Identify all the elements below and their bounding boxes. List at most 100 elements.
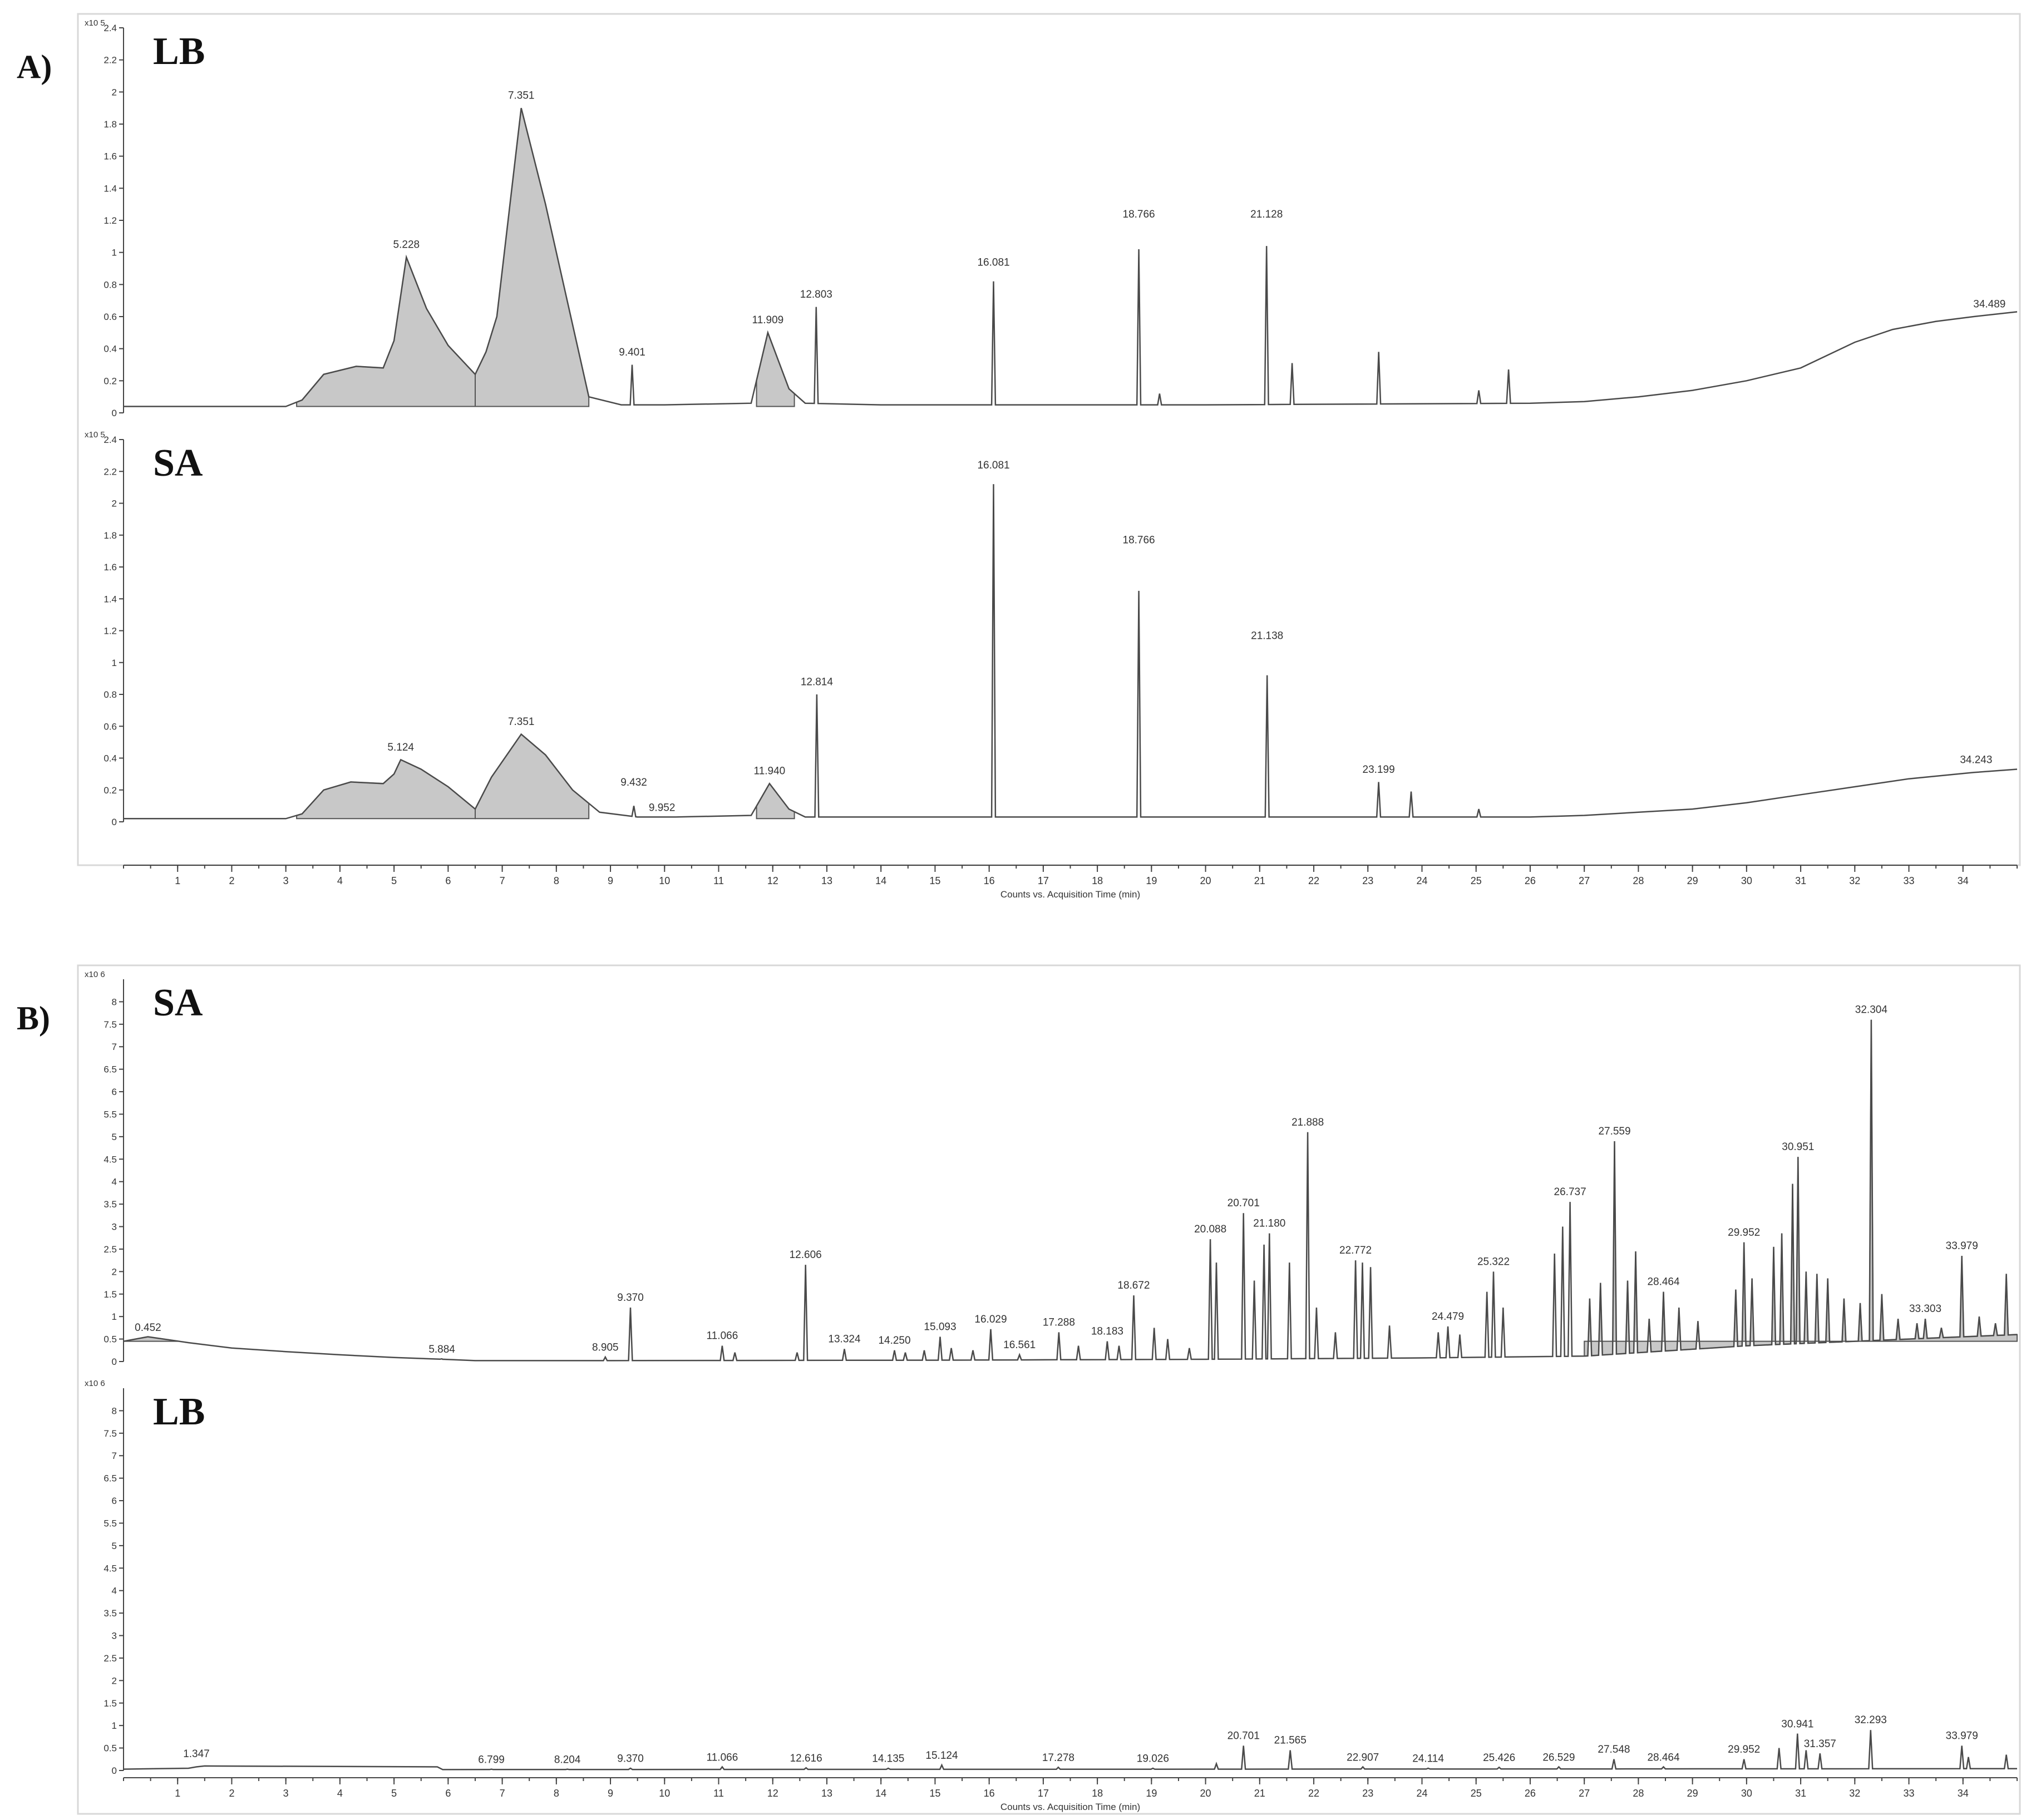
x-tick-label: 2 [229, 875, 234, 886]
x-tick-label: 1 [175, 875, 180, 886]
y-tick-label: 5.5 [103, 1518, 117, 1528]
peak-label: 7.351 [508, 716, 535, 728]
sample-label: SA [153, 442, 203, 485]
peak-label: 9.401 [619, 347, 645, 358]
x-tick-label: 22 [1308, 1788, 1319, 1799]
y-tick-label: 7.5 [103, 1019, 117, 1030]
y-tick-label: 4.5 [103, 1563, 117, 1574]
y-tick-label: 1.4 [103, 594, 117, 604]
y-tick-label: 2 [112, 1675, 117, 1686]
x-tick-label: 10 [659, 1788, 670, 1799]
x-tick-label: 14 [875, 875, 886, 886]
x-tick-label: 16 [984, 1788, 995, 1799]
chromatogram-trace [124, 484, 2018, 820]
peak-label: 15.093 [924, 1321, 956, 1333]
y-tick-label: 8 [112, 997, 117, 1007]
x-tick-label: 8 [554, 875, 559, 886]
x-tick-label: 15 [929, 1788, 940, 1799]
x-tick-label: 27 [1579, 875, 1590, 886]
y-tick-label: 6.5 [103, 1064, 117, 1075]
x-tick-label: 32 [1849, 875, 1860, 886]
x-tick-label: 6 [445, 875, 451, 886]
x-tick-label: 25 [1471, 875, 1482, 886]
trace-group-1-0: 0 0.5 1 1.5 2 2.5 3 3.5 4 4.5 5 5.5 6 6.5 7 7.5 8 x10 6 0.… [85, 970, 2018, 1367]
peak-label: 9.370 [617, 1292, 644, 1304]
y-scale-label: x10 5 [85, 430, 105, 440]
peak-label: 33.303 [1909, 1303, 1941, 1315]
x-tick-label: 14 [875, 1788, 886, 1799]
x-tick-label: 10 [659, 875, 670, 886]
y-tick-label: 4.5 [103, 1154, 117, 1165]
y-scale-label: x10 6 [85, 970, 105, 979]
y-tick-label: 1.2 [103, 626, 117, 637]
y-tick-label: 5 [112, 1132, 117, 1142]
y-tick-label: 1 [112, 658, 117, 668]
peak-label: 31.357 [1804, 1738, 1836, 1750]
sample-label: SA [153, 981, 203, 1024]
y-tick-label: 3 [112, 1222, 117, 1232]
x-tick-label: 31 [1795, 1788, 1806, 1799]
y-tick-label: 1.6 [103, 562, 117, 573]
peak-label: 21.565 [1274, 1735, 1307, 1747]
y-tick-label: 7 [112, 1042, 117, 1052]
x-tick-label: 17 [1038, 1788, 1049, 1799]
peak-label: 19.026 [1137, 1753, 1169, 1765]
peak-label: 11.909 [752, 314, 784, 326]
y-tick-label: 7.5 [103, 1428, 117, 1439]
peak-label: 12.814 [801, 676, 834, 688]
x-tick-label: 24 [1416, 1788, 1427, 1799]
peak-label: 8.905 [592, 1342, 619, 1354]
y-tick-label: 1.2 [103, 215, 117, 226]
peak-label: 9.370 [617, 1753, 644, 1765]
peak-label: 6.799 [478, 1754, 505, 1765]
y-tick-label: 1 [112, 1311, 117, 1322]
x-axis-group-1: 1 2 3 4 5 6 7 8 9 10 11 12 13 14 15 16 17 18 19 20 21 22 23 24 2… [123, 1777, 2018, 1812]
y-tick-label: 3.5 [103, 1608, 117, 1619]
y-tick-label: 5 [112, 1541, 117, 1551]
peak-label: 23.199 [1363, 764, 1395, 776]
peak-label: 14.135 [872, 1753, 904, 1765]
peak-label: 18.672 [1117, 1280, 1150, 1291]
x-tick-label: 20 [1200, 1788, 1211, 1799]
peak-label: 33.979 [1946, 1240, 1978, 1252]
x-tick-label: 24 [1416, 875, 1427, 886]
x-tick-label: 5 [391, 1788, 397, 1799]
peak-label: 18.766 [1123, 535, 1155, 546]
peak-label: 26.737 [1554, 1186, 1586, 1198]
x-tick-label: 28 [1633, 1788, 1644, 1799]
peak-label: 24.114 [1412, 1753, 1444, 1765]
x-tick-label: 18 [1092, 875, 1103, 886]
x-tick-label: 15 [929, 875, 940, 886]
y-tick-label: 0.4 [103, 344, 117, 354]
peak-label: 17.278 [1042, 1752, 1074, 1764]
peak-label: 28.464 [1647, 1276, 1680, 1288]
y-tick-label: 0.6 [103, 721, 117, 732]
peak-label: 16.081 [977, 257, 1009, 268]
y-tick-label: 0.8 [103, 689, 117, 700]
panel-a-letter: A) [17, 48, 52, 85]
y-tick-label: 2.4 [103, 435, 117, 445]
y-tick-label: 4 [112, 1177, 117, 1187]
peak-label: 32.293 [1855, 1714, 1887, 1726]
peak-label: 0.452 [135, 1322, 161, 1334]
x-tick-label: 34 [1958, 1788, 1969, 1799]
y-tick-label: 0 [112, 1765, 117, 1776]
y-tick-label: 1.8 [103, 530, 117, 541]
peak-label: 20.701 [1228, 1730, 1260, 1742]
y-tick-label: 3 [112, 1631, 117, 1641]
peak-label: 16.081 [977, 460, 1009, 471]
y-tick-label: 3.5 [103, 1199, 117, 1210]
y-tick-label: 2.2 [103, 55, 117, 66]
x-tick-label: 16 [984, 875, 995, 886]
peak-label: 32.304 [1855, 1004, 1888, 1016]
peak-label: 33.979 [1946, 1730, 1978, 1742]
x-tick-label: 6 [445, 1788, 451, 1799]
x-tick-label: 30 [1741, 1788, 1752, 1799]
x-axis-label: Counts vs. Acquisition Time (min) [1000, 889, 1140, 900]
peak-label: 30.941 [1781, 1718, 1813, 1730]
x-tick-label: 26 [1525, 1788, 1536, 1799]
peak-label: 25.322 [1477, 1256, 1510, 1267]
y-tick-label: 2.5 [103, 1653, 117, 1664]
